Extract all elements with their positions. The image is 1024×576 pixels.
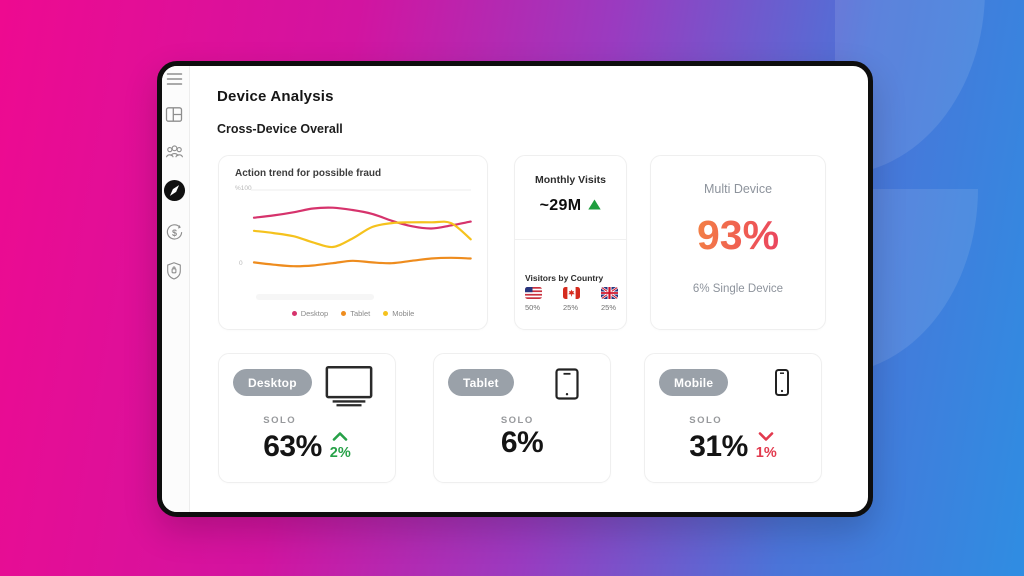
multi-device-value: 93% [651,212,825,259]
dashboard-layout-icon [165,106,183,123]
visitors-by-country-title: Visitors by Country [525,273,604,283]
card-divider [515,239,626,240]
sidebar: $ [162,66,190,512]
country-share: 25% [601,303,617,312]
desktop-solo-card: Desktop SOLO 63% 2% [218,353,396,483]
x-axis-strip [256,294,374,300]
country-canada: 25% [563,287,580,312]
smartphone-icon [774,368,790,402]
chevron-down-icon [758,428,774,446]
country-share: 25% [563,303,579,312]
app-window: $ Device Analysis Cross-Device Overall A… [157,61,873,517]
country-share: 50% [525,303,541,312]
canada-flag-icon [563,287,580,299]
tablet-badge: Tablet [448,369,514,396]
y-axis-zero-label: 0 [239,260,243,267]
desktop-badge: Desktop [233,369,312,396]
sidebar-item-transactions[interactable]: $ [163,221,185,243]
users-group-icon [164,144,185,159]
dollar-cycle-icon: $ [165,223,184,242]
legend-item-tablet[interactable]: Tablet [341,309,370,318]
mobile-delta: 1% [756,428,777,461]
tablet-solo-card: Tablet SOLO 6% [433,353,611,483]
solo-label: SOLO [500,415,534,426]
monthly-visits-title: Monthly Visits [535,174,606,186]
desktop-solo-value: 63% [263,429,322,463]
legend-item-desktop[interactable]: Desktop [291,309,328,318]
fraud-trend-card: Action trend for possible fraud %100 0 D… [218,155,488,330]
multi-device-title: Multi Device [703,182,773,196]
trend-up-triangle-icon [588,197,602,215]
sidebar-item-menu[interactable] [163,68,185,90]
mobile-solo-card: Mobile SOLO 31% 1% [644,353,822,483]
section-title: Cross-Device Overall [217,122,343,136]
compass-icon [163,179,186,202]
country-united-kingdom: 25% [601,287,618,312]
page-title: Device Analysis [217,88,334,105]
single-device-subtitle: 6% Single Device [692,283,784,295]
country-united-states: 50% [525,287,542,312]
mobile-solo-value: 31% [689,429,748,463]
legend-item-mobile[interactable]: Mobile [383,309,414,318]
shield-lock-icon [165,261,183,281]
desktop-monitor-icon [323,365,375,413]
chart-legend: Desktop Tablet Mobile [219,309,487,318]
fraud-trend-svg [251,189,472,268]
tablet-icon [554,367,580,406]
tablet-legend-dot [341,311,347,316]
multi-device-card: Multi Device 93% 6% Single Device [650,155,826,330]
svg-text:$: $ [171,227,176,237]
mobile-legend-dot [383,311,389,316]
country-shares: 50% 25% [525,287,618,312]
solo-label: SOLO [689,415,723,426]
sidebar-item-dashboard[interactable] [163,103,185,125]
uk-flag-icon [601,287,618,299]
solo-label: SOLO [263,415,297,426]
sidebar-item-audience[interactable] [163,140,185,162]
chart-title: Action trend for possible fraud [235,168,382,179]
monthly-visits-value: ~29M [539,197,582,214]
desktop-legend-dot [291,311,297,316]
sidebar-item-security[interactable] [163,260,185,282]
desktop-delta: 2% [330,428,351,461]
us-flag-icon [525,287,542,299]
monthly-visits-card: Monthly Visits ~29M Visitors by Country [514,155,627,330]
y-axis-top-label: %100 [235,185,252,192]
sidebar-item-explore-active[interactable] [163,179,185,201]
chevron-up-icon [332,428,348,446]
tablet-solo-value: 6% [500,426,544,459]
hamburger-menu-icon [166,72,183,86]
mobile-badge: Mobile [659,369,729,396]
